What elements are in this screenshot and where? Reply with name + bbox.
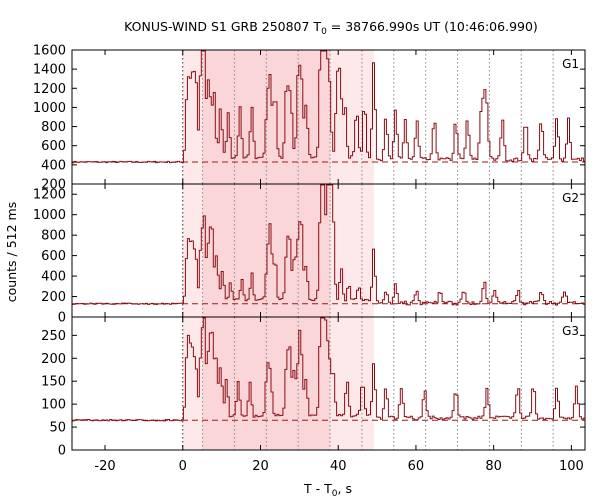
lightcurve-series-G3: [72, 317, 585, 422]
chart-title: KONUS-WIND S1 GRB 250807 T0 = 38766.990s…: [124, 19, 538, 37]
panels-group: 2004006008001000120014001600G10200400600…: [33, 44, 586, 474]
y-tick-label-G1-5: 1200: [33, 82, 66, 97]
y-tick-label-G1-1: 400: [41, 158, 66, 173]
y-tick-label-G1-2: 600: [41, 139, 66, 154]
y-tick-label-G3-1: 50: [49, 421, 66, 436]
shade-dark-G3: [202, 317, 331, 450]
y-tick-label-G2-0: 0: [58, 311, 66, 326]
lightcurve-series-G1: [72, 50, 585, 164]
y-tick-label-G2-1: 200: [41, 290, 66, 305]
x-tick-label-3: 40: [330, 459, 347, 474]
x-tick-label-4: 60: [408, 459, 425, 474]
chart-title-subscript: 0: [321, 27, 327, 37]
y-tick-label-G2-5: 1000: [33, 208, 66, 223]
y-tick-label-G1-3: 800: [41, 120, 66, 135]
x-axis-title-subscript: 0: [332, 489, 338, 499]
y-axis-title: counts / 512 ms: [4, 202, 19, 302]
panel-label-G1: G1: [562, 57, 579, 71]
y-tick-label-G1-0: 200: [41, 178, 66, 193]
chart-title-rest: = 38766.990s UT (10:46:06.990): [327, 19, 538, 34]
chart-title-main: KONUS-WIND S1 GRB 250807 T: [124, 19, 321, 34]
y-tick-label-G2-6: 1200: [33, 188, 66, 203]
panel-label-G2: G2: [562, 191, 579, 205]
y-tick-label-G1-7: 1600: [33, 44, 66, 59]
x-tick-label-6: 100: [559, 459, 584, 474]
y-tick-label-G2-3: 600: [41, 249, 66, 264]
y-tick-label-G3-3: 150: [41, 375, 66, 390]
y-tick-label-G3-5: 250: [41, 329, 66, 344]
x-axis-title: T - T0, s: [303, 481, 352, 499]
y-tick-label-G1-6: 1400: [33, 63, 66, 78]
x-tick-label-0: -20: [94, 459, 115, 474]
y-tick-label-G2-4: 800: [41, 229, 66, 244]
panel-frame-G3: [71, 316, 586, 451]
y-tick-label-G3-4: 200: [41, 352, 66, 367]
lightcurve-series-G2: [72, 184, 585, 306]
y-tick-label-G3-0: 0: [58, 444, 66, 459]
x-tick-label-1: 0: [179, 459, 187, 474]
x-tick-label-5: 80: [485, 459, 502, 474]
panel-label-G3: G3: [562, 324, 579, 338]
y-tick-label-G2-2: 400: [41, 270, 66, 285]
y-tick-label-G1-4: 1000: [33, 101, 66, 116]
y-tick-label-G3-2: 100: [41, 398, 66, 413]
x-axis-title-main: T - T: [303, 481, 332, 496]
x-tick-label-2: 20: [252, 459, 269, 474]
x-axis-title-rest: , s: [338, 481, 352, 496]
